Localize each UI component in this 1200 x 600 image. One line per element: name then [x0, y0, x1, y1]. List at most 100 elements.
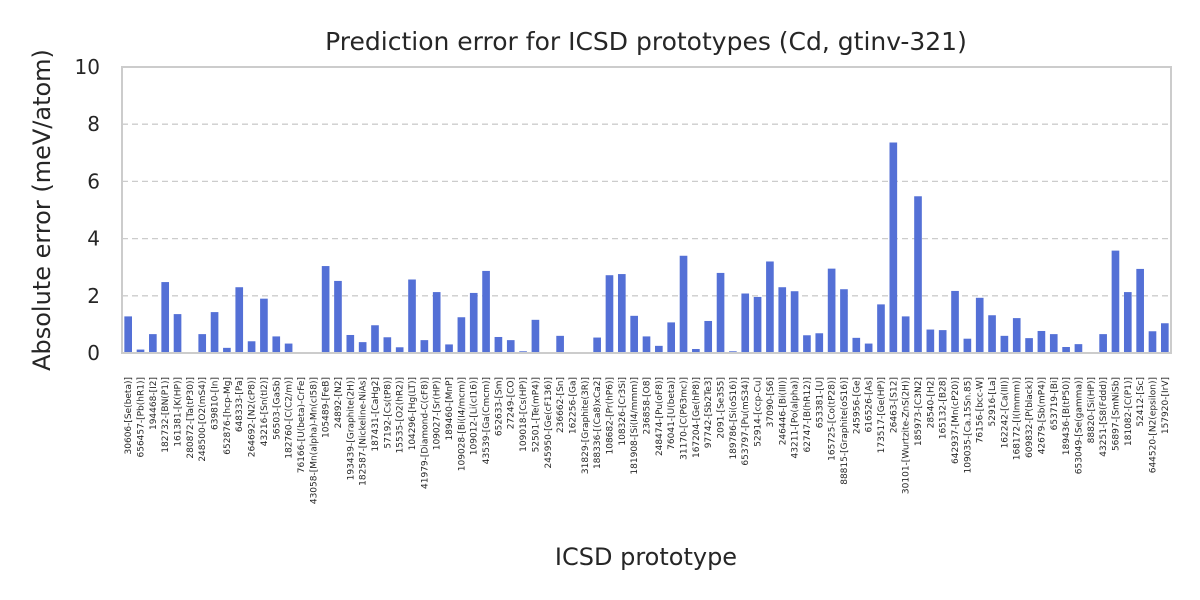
- bar: [149, 334, 157, 353]
- bar: [383, 337, 392, 353]
- bar: [1049, 334, 1058, 353]
- bar: [753, 296, 762, 353]
- bar: [815, 333, 824, 353]
- bar: [1012, 318, 1021, 353]
- x-tick-label: 157920-[IrV]: [1161, 377, 1171, 434]
- bar: [926, 329, 935, 353]
- bar: [840, 289, 848, 353]
- bar: [704, 320, 713, 353]
- x-tick-label: 108326-[Cr3Si]: [618, 377, 628, 446]
- x-tick-label: 182760-[C(C2/m)]: [285, 377, 295, 459]
- x-tick-label: 56897-[SmNiSb]: [1111, 377, 1121, 451]
- x-tick-label: 27249-[CO]: [507, 377, 517, 429]
- bar: [223, 347, 231, 353]
- bar: [531, 319, 540, 353]
- x-tick-label: 246446-[Bi(III)]: [778, 377, 788, 445]
- gridlines: [122, 123, 1171, 297]
- x-tick-label: 644520-[N2(epsilon)]: [1148, 377, 1158, 473]
- x-tick-label: 24892-[N2]: [334, 377, 344, 428]
- bar: [371, 325, 379, 353]
- x-tick-label: 248474-[Pu(oF8)]: [655, 377, 665, 456]
- x-tick-label: 236858-[O8]: [643, 377, 653, 434]
- x-tick-label: 109028-[Bi(I4/mcm)]: [457, 377, 467, 471]
- x-tick-label: 97742-[Sb2Te3]: [704, 377, 714, 448]
- x-tick-label: 76156-[bcc-W]: [976, 377, 986, 443]
- x-tick-label: 26463-[S12]: [889, 377, 899, 433]
- x-tick-label: 52914-[ccp-Cu]: [754, 377, 764, 447]
- x-tick-label: 161381-[K(HP)]: [174, 377, 184, 447]
- x-tick-label: 653381-[U]: [815, 377, 825, 428]
- x-tick-label: 182587-[Nickeline-NiAs]: [359, 377, 369, 486]
- bar: [173, 314, 182, 353]
- chart-title: Prediction error for ICSD prototypes (Cd…: [325, 27, 967, 56]
- x-tick-label: 41979-[Diamond-C(cF8)]: [420, 377, 430, 489]
- x-tick-label: 173517-[Ge(HP)]: [877, 377, 887, 453]
- bar: [630, 315, 638, 353]
- x-tick-label: 648333-[Pa]: [235, 377, 245, 432]
- bar: [482, 270, 490, 353]
- x-tick-label: 652633-[Sm]: [494, 377, 504, 436]
- bar: [1111, 250, 1120, 353]
- bar: [988, 315, 996, 353]
- x-tick-label: 88820-[Si(HP)]: [1087, 377, 1097, 443]
- x-tick-label: 37090-[S6]: [766, 377, 776, 427]
- bar: [827, 268, 836, 353]
- bar: [914, 196, 922, 353]
- bar: [617, 274, 626, 353]
- bar: [741, 293, 750, 353]
- bar: [901, 316, 910, 353]
- x-tick-label: 616526-[As]: [865, 377, 875, 432]
- bar: [877, 304, 885, 353]
- x-tick-label: 104296-[Hg(LT)]: [408, 377, 418, 450]
- bar: [1148, 331, 1157, 353]
- x-tick-label: 30606-[Se(beta)]: [124, 377, 134, 454]
- bar: [247, 341, 256, 353]
- bar: [667, 322, 676, 353]
- bar: [469, 292, 478, 353]
- bar: [803, 335, 811, 353]
- x-tick-label: 43539-[Ga(Cmcm)]: [482, 377, 492, 464]
- bar: [716, 272, 725, 353]
- y-axis-label: Absolute error (meV/atom): [28, 49, 56, 371]
- bar: [136, 349, 145, 353]
- x-tick-label: 43211-[Po(alpha)]: [791, 377, 801, 458]
- bar: [951, 290, 959, 353]
- x-tick-label: 181082-[C(P1)]: [1124, 377, 1134, 446]
- bar: [210, 312, 219, 353]
- bar: [938, 330, 947, 353]
- x-tick-label: 245956-[Ge]: [852, 377, 862, 434]
- bar: [642, 336, 651, 353]
- x-tick-label: 185973-[C3N2]: [914, 377, 924, 446]
- x-tick-label: 108682-[Pr(hP6)]: [605, 377, 615, 454]
- x-tick-label: 653049-[Se(gamma)]: [1074, 377, 1084, 474]
- bar: [679, 255, 688, 353]
- x-tick-label: 31170-[C(P63mc)]: [680, 377, 690, 460]
- x-tick-label: 165132-[B28]: [939, 377, 949, 439]
- x-tick-label: 639810-[In]: [211, 377, 221, 430]
- bar: [766, 261, 774, 353]
- x-tick-label: 52501-[Te(mP4)]: [531, 377, 541, 452]
- bar: [889, 142, 898, 353]
- y-tick-label: 6: [87, 169, 100, 193]
- x-tick-label: 248500-[O2(mS4)]: [198, 377, 208, 462]
- x-tick-label: 236662-[Sn]: [556, 377, 566, 433]
- bar: [494, 336, 503, 353]
- x-tick-label: 56503-[GaSb]: [272, 377, 282, 440]
- bar: [395, 347, 404, 353]
- x-tick-label: 43251-[S8(Fddd)]: [1099, 377, 1109, 457]
- bar: [852, 337, 861, 353]
- x-tick-label: 264692-[N2(cP8)]: [248, 377, 258, 457]
- x-tick-labels: 30606-[Se(beta)] 656457-[Pb(hR1)] 194468-[…: [124, 377, 1171, 504]
- y-tick-label: 0: [87, 341, 100, 365]
- x-tick-label: 181908-[Si(I4/mmm)]: [630, 377, 640, 475]
- bar: [284, 343, 293, 353]
- x-tick-label: 52916-[La]: [988, 377, 998, 426]
- bar: [506, 340, 515, 353]
- x-tick-label: 162242-[Ca(III)]: [1000, 377, 1010, 448]
- y-tick-labels: 0 2 4 6 8 10: [75, 55, 100, 365]
- x-tick-label: 182732-[BN(P1)]: [161, 377, 171, 453]
- x-tick-label: 57192-[Cs(tP8)]: [383, 377, 393, 449]
- x-tick-label: 162256-[Ga]: [568, 377, 578, 434]
- x-tick-label: 76166-[U(beta)-CrFe]: [297, 377, 307, 473]
- x-axis-label: ICSD prototype: [555, 543, 737, 571]
